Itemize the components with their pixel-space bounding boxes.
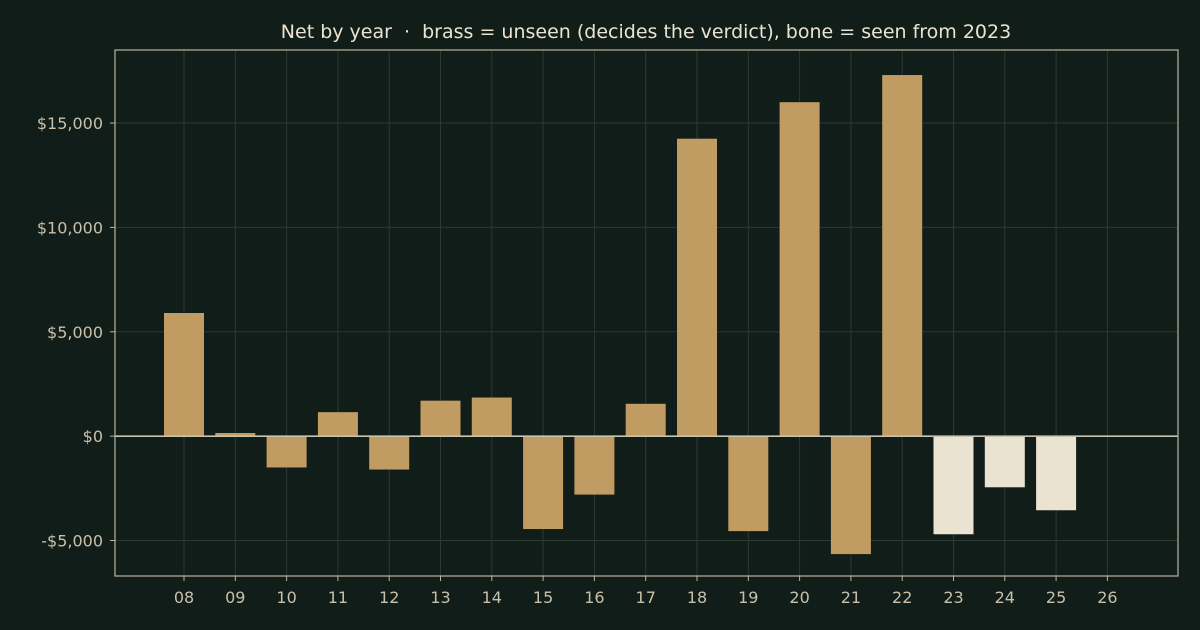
x-tick-label: 09 xyxy=(225,588,245,607)
bar-25 xyxy=(1036,436,1077,511)
bar-24 xyxy=(984,436,1025,488)
tick-labels: -$5,000 $0 $5,000 $10,000 $15,000 08 09 10 11 12 1… xyxy=(37,114,1118,607)
x-tick-label: 10 xyxy=(276,588,296,607)
y-tick-label: $5,000 xyxy=(47,323,103,342)
bar-13 xyxy=(420,400,461,437)
bar-20 xyxy=(779,102,820,437)
bar-23 xyxy=(933,436,974,535)
bar-21 xyxy=(830,436,871,555)
x-tick-label: 23 xyxy=(943,588,963,607)
bar-15 xyxy=(523,436,564,530)
y-tick-label: -$5,000 xyxy=(41,532,103,551)
x-tick-label: 25 xyxy=(1046,588,1066,607)
x-tick-label: 22 xyxy=(892,588,912,607)
x-tick-label: 26 xyxy=(1097,588,1117,607)
plot-frame xyxy=(114,49,1179,577)
x-tick-label: 16 xyxy=(584,588,604,607)
bars xyxy=(164,75,1077,555)
bar-18 xyxy=(677,138,717,437)
x-tick-label: 15 xyxy=(533,588,553,607)
bar-08 xyxy=(164,313,204,437)
x-tick-label: 20 xyxy=(789,588,809,607)
x-tick-label: 13 xyxy=(430,588,450,607)
x-tick-label: 21 xyxy=(841,588,861,607)
x-tick-label: 12 xyxy=(379,588,399,607)
y-tick-label: $15,000 xyxy=(37,114,103,133)
x-tick-label: 14 xyxy=(482,588,502,607)
x-tick-label: 18 xyxy=(687,588,707,607)
x-tick-label: 24 xyxy=(995,588,1015,607)
x-tick-label: 11 xyxy=(328,588,348,607)
bar-17 xyxy=(625,403,666,437)
bar-14 xyxy=(471,397,512,437)
y-tick-label: $0 xyxy=(83,427,103,446)
bar-11 xyxy=(317,412,358,437)
chart-title: Net by year · brass = unseen (decides th… xyxy=(281,21,1011,43)
bar-19 xyxy=(728,436,769,532)
y-tick-label: $10,000 xyxy=(37,218,103,237)
bar-12 xyxy=(369,436,410,470)
bar-16 xyxy=(574,436,615,495)
bar-22 xyxy=(882,75,923,437)
bar-09 xyxy=(215,433,256,437)
axes xyxy=(110,49,1179,581)
bar-10 xyxy=(266,436,307,468)
x-tick-label: 17 xyxy=(636,588,656,607)
x-tick-label: 19 xyxy=(738,588,758,607)
x-tick-label: 08 xyxy=(174,588,194,607)
